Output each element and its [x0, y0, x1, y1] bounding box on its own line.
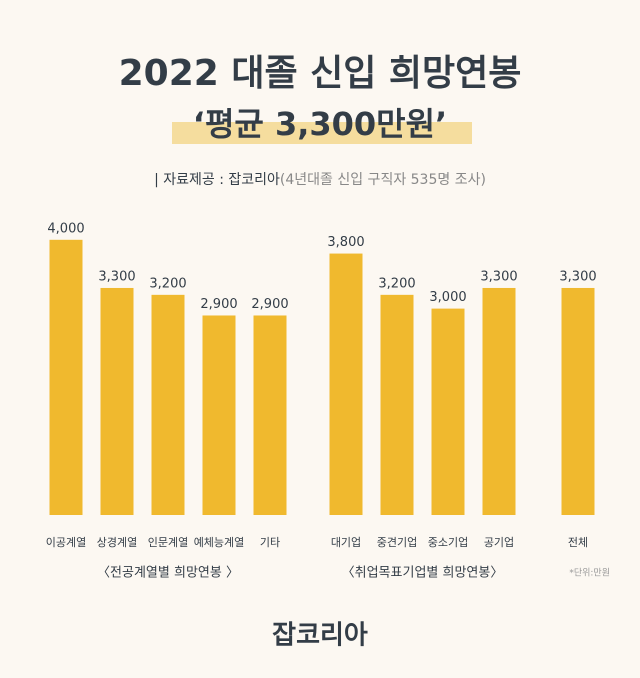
- bar: [561, 287, 595, 515]
- value-label: 2,900: [200, 297, 237, 312]
- group-label: 〈취업목표기업별 희망연봉〉: [342, 566, 504, 581]
- value-label: 3,800: [327, 235, 364, 250]
- value-label: 3,300: [480, 269, 517, 284]
- unit-note: *단위:만원: [569, 568, 610, 579]
- bar: [431, 308, 465, 515]
- source-label: | 자료제공 : 잡코리아: [154, 172, 280, 188]
- category-label: 이공계열: [46, 536, 86, 549]
- value-label: 2,900: [251, 297, 288, 312]
- bar: [100, 287, 134, 515]
- category-label: 예체능계열: [194, 536, 245, 549]
- bar: [151, 294, 185, 515]
- value-label: 3,000: [429, 290, 466, 305]
- category-label: 인문계열: [148, 536, 188, 549]
- bar: [49, 239, 83, 516]
- footer-logo: 잡코리아: [272, 621, 368, 651]
- chart-subtitle: ‘평균 3,300만원’: [193, 105, 447, 143]
- category-label: 중소기업: [428, 536, 468, 549]
- group-label: 〈전공계열별 희망연봉 〉: [97, 566, 239, 581]
- value-label: 3,200: [149, 276, 186, 291]
- bar: [202, 315, 236, 515]
- bar: [329, 253, 363, 515]
- category-label: 전체: [568, 536, 588, 549]
- category-label: 대기업: [331, 536, 361, 549]
- category-label: 중견기업: [377, 536, 417, 549]
- category-label: 공기업: [484, 536, 514, 549]
- bar: [482, 287, 516, 515]
- category-label: 상경계열: [97, 536, 137, 549]
- category-label: 기타: [260, 536, 280, 549]
- chart-title: 2022 대졸 신입 희망연봉: [119, 53, 522, 94]
- value-label: 3,300: [98, 269, 135, 284]
- value-label: 4,000: [47, 221, 84, 236]
- value-label: 3,300: [559, 269, 596, 284]
- bar: [380, 294, 414, 515]
- source-detail: (4년대졸 신입 구직자 535명 조사): [280, 172, 486, 188]
- value-label: 3,200: [378, 276, 415, 291]
- highlight: [172, 122, 472, 144]
- source: | 자료제공 : 잡코리아(4년대졸 신입 구직자 535명 조사): [154, 172, 486, 188]
- bar: [253, 315, 287, 515]
